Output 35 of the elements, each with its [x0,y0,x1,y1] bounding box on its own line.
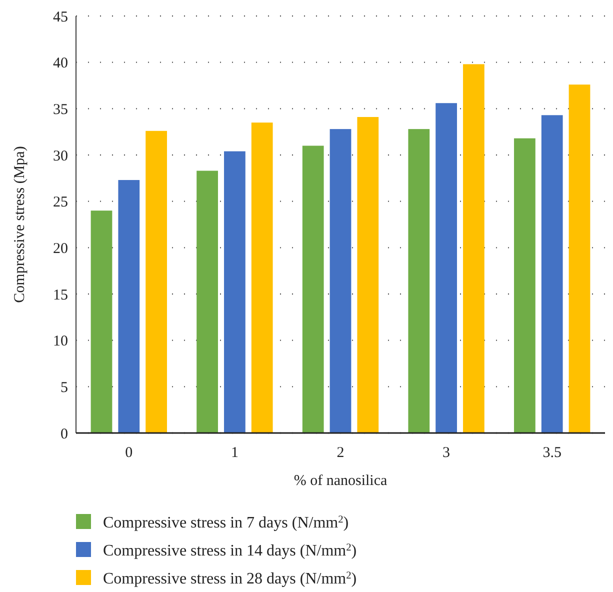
x-tick-label: 2 [336,445,344,461]
y-tick-label: 20 [53,240,68,257]
y-tick-label: 5 [60,380,68,396]
y-tick-label: 10 [53,334,68,350]
y-tick-label: 0 [60,426,68,442]
bar [408,129,430,433]
bar [196,170,218,433]
x-tick-label: 0 [125,445,133,461]
x-tick-label: 3.5 [542,445,562,461]
bar [118,180,140,433]
bar [251,122,273,433]
legend-label: Compressive stress in 7 days (N/mm$^{2}$) [103,514,349,532]
bar [224,151,246,433]
y-tick-label: 30 [53,148,68,164]
bar [330,129,352,433]
bar [436,103,457,433]
y-tick-label: 25 [53,194,68,211]
bar [568,84,590,433]
legend-label: Compressive stress in 14 days (N/mm$^{2}$) [103,542,357,560]
legend-label: Compressive stress in 28 days (N/mm$^{2}$) [103,570,357,588]
bar [146,130,167,433]
y-tick-label: 35 [53,102,68,118]
y-axis-title: Compressive stress (Mpa) [12,146,28,303]
bar [90,210,112,433]
x-tick-label: 1 [230,445,238,461]
bar [302,146,324,433]
bar [514,138,536,433]
bar [463,64,484,433]
x-axis-title: % of nanosilica [294,473,388,489]
y-tick-label: 15 [53,287,68,304]
bar [357,117,379,433]
x-tick-label: 3 [442,445,450,461]
y-tick-label: 45 [53,9,68,26]
y-tick-label: 40 [53,56,68,72]
bar [541,115,563,433]
